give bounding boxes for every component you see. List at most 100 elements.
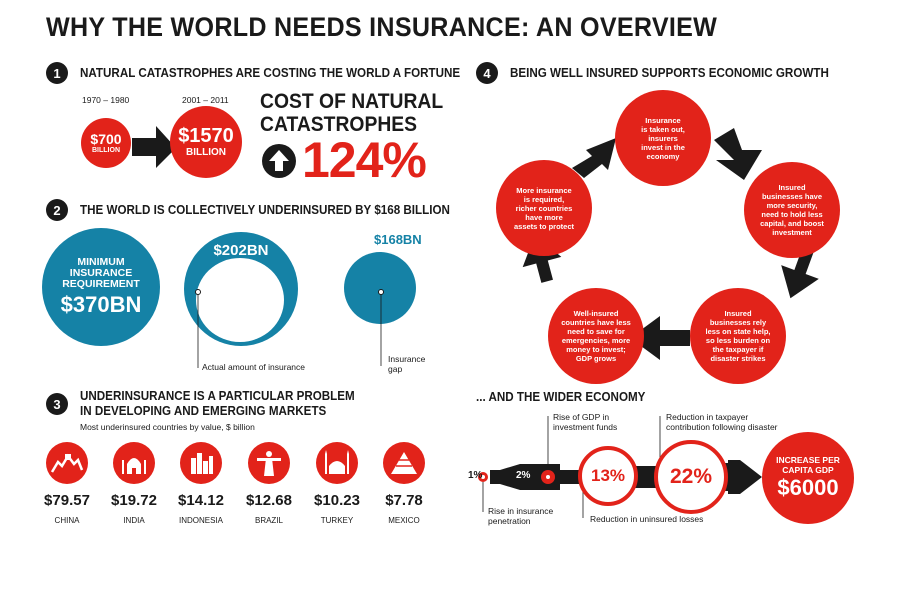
taxpayer-value: 22%: [669, 465, 713, 488]
christ-redeemer-icon: [248, 442, 290, 484]
gdp-dot: [541, 470, 555, 484]
cycle-2-line: Insured: [778, 183, 806, 192]
mosque-icon: [316, 442, 358, 484]
cycle-5-line: More insurance: [516, 185, 572, 195]
page-title: WHY THE WORLD NEEDS INSURANCE: AN OVERVI…: [46, 12, 718, 42]
gdp-label-line1: Rise of GDP in: [553, 412, 610, 422]
cost-2001-amount: $1570: [178, 125, 234, 147]
country-name-brazil: BRAZIL: [254, 516, 283, 525]
cycle-step-2: Insured businesses have more security, n…: [744, 162, 840, 258]
country-name-indonesia: INDONESIA: [178, 516, 223, 525]
country-amount-mexico: $7.78: [385, 492, 423, 509]
penetration-label-line1: Rise in insurance: [488, 506, 554, 516]
gdp-funds-value: 2%: [516, 470, 531, 481]
taxpayer-label-line1: Reduction in taxpayer: [666, 412, 749, 422]
cycle-1-line: Insurance: [645, 115, 681, 125]
pyramid-icon: [383, 442, 425, 484]
period-1970-label: 1970 – 1980: [82, 95, 130, 105]
skyline-icon: [180, 442, 222, 484]
section-1-number: 1: [46, 62, 68, 84]
cycle-4-line: need to save for: [567, 327, 625, 336]
cycle-2-line: businesses have: [761, 192, 823, 201]
losses-value: 13%: [590, 466, 626, 485]
gdp-increase-line1: INCREASE PER: [776, 455, 840, 465]
cycle-5-line: have more: [525, 212, 563, 222]
actual-amount: $202BN: [213, 242, 269, 259]
cycle-step-3: Insured businesses rely less on state he…: [690, 288, 786, 384]
taj-mahal-icon: [113, 442, 155, 484]
cycle-3-line: Insured: [724, 309, 752, 318]
up-arrow-icon: [262, 144, 296, 178]
cycle-1-line: insurers: [648, 133, 678, 143]
section-4-number: 4: [476, 62, 498, 84]
country-amount-turkey: $10.23: [314, 492, 360, 509]
cycle-1-line: is taken out,: [641, 124, 685, 134]
gap-label-line1: Insurance: [388, 354, 426, 364]
cycle-1-line: economy: [646, 151, 680, 161]
insurance-gap-circle: [344, 252, 416, 324]
taxpayer-label-line2: contribution following disaster: [666, 422, 778, 432]
insurance-gap-label: Insurance gap: [388, 354, 425, 374]
cycle-4-line: GDP grows: [575, 354, 617, 363]
cycle-5-line: is required,: [523, 194, 565, 204]
country-name-turkey: TURKEY: [320, 516, 354, 525]
cycle-5-line: richer countries: [515, 203, 573, 213]
country-amount-china: $79.57: [44, 492, 90, 509]
cost-heading-line1: COST OF NATURAL: [260, 90, 444, 113]
losses-circle: 13%: [578, 446, 638, 506]
minimum-line2: INSURANCE: [69, 266, 133, 279]
taxpayer-label: Reduction in taxpayer contribution follo…: [666, 412, 778, 432]
cycle-5-line: assets to protect: [513, 221, 575, 231]
country-amount-brazil: $12.68: [246, 492, 292, 509]
gdp-increase-circle: INCREASE PER CAPITA GDP $6000: [762, 432, 854, 524]
taxpayer-circle: 22%: [654, 440, 728, 514]
country-amount-india: $19.72: [111, 492, 157, 509]
cycle-4-line: emergencies, more: [561, 336, 631, 345]
cost-1970-circle: $700 BILLION: [81, 118, 131, 168]
cycle-3-line: so less burden on: [705, 336, 771, 345]
section-3-number: 3: [46, 393, 68, 415]
cost-2001-unit: BILLION: [186, 147, 226, 158]
section-4-title: BEING WELL INSURED SUPPORTS ECONOMIC GRO…: [510, 66, 829, 80]
economy-arrow-icon: [728, 460, 762, 494]
gap-label-line2: gap: [388, 364, 403, 374]
cycle-step-5: More insurance is required, richer count…: [496, 160, 592, 256]
section-2-number: 2: [46, 199, 68, 221]
cost-1970-amount: $700: [90, 131, 122, 147]
cycle-3-line: businesses rely: [709, 318, 767, 327]
country-name-mexico: MEXICO: [388, 516, 420, 525]
cost-heading: COST OF NATURAL CATASTROPHES: [260, 90, 443, 136]
cycle-arrow-icon: [572, 138, 616, 178]
section-3-title-line2: IN DEVELOPING AND EMERGING MARKETS: [80, 404, 327, 418]
country-name-india: INDIA: [123, 516, 145, 525]
section-3-subtitle: Most underinsured countries by value, $ …: [80, 422, 255, 432]
cost-1970-unit: BILLION: [92, 147, 120, 154]
minimum-requirement-circle: MINIMUM INSURANCE REQUIREMENT $370BN: [42, 228, 160, 346]
economy-bar-segment: [490, 470, 580, 484]
country-amount-indonesia: $14.12: [178, 492, 224, 509]
losses-label: Reduction in uninsured losses: [590, 514, 704, 524]
cycle-3-line: disaster strikes: [710, 354, 766, 363]
penetration-label-line2: penetration: [488, 516, 531, 526]
period-2001-label: 2001 – 2011: [182, 95, 229, 105]
cost-2001-circle: $1570 BILLION: [170, 106, 242, 178]
country-name-china: CHINA: [54, 516, 80, 525]
penetration-value: 1%: [468, 470, 483, 481]
gdp-increase-amount: $6000: [777, 475, 839, 500]
cycle-arrow-icon: [714, 128, 762, 180]
cycle-4-line: money to invest;: [566, 345, 626, 354]
penetration-label: Rise in insurance penetration: [488, 506, 553, 526]
cost-heading-line2: CATASTROPHES: [260, 113, 418, 136]
cycle-step-1: Insurance is taken out, insurers invest …: [615, 90, 711, 186]
cycle-2-line: need to hold less: [761, 210, 823, 219]
cycle-2-line: investment: [772, 228, 812, 237]
cycle-2-line: more security,: [766, 201, 818, 210]
section-5-title: ... AND THE WIDER ECONOMY: [476, 390, 646, 404]
section-1-title: NATURAL CATASTROPHES ARE COSTING THE WOR…: [80, 66, 461, 80]
cycle-4-line: Well-insured: [573, 309, 619, 318]
section-3-title: UNDERINSURANCE IS A PARTICULAR PROBLEM I…: [80, 389, 355, 419]
actual-insurance-inner: [196, 258, 284, 342]
cycle-2-line: capital, and boost: [760, 219, 824, 228]
cycle-3-line: less on state help,: [705, 327, 771, 336]
gap-amount: $168BN: [374, 232, 422, 247]
